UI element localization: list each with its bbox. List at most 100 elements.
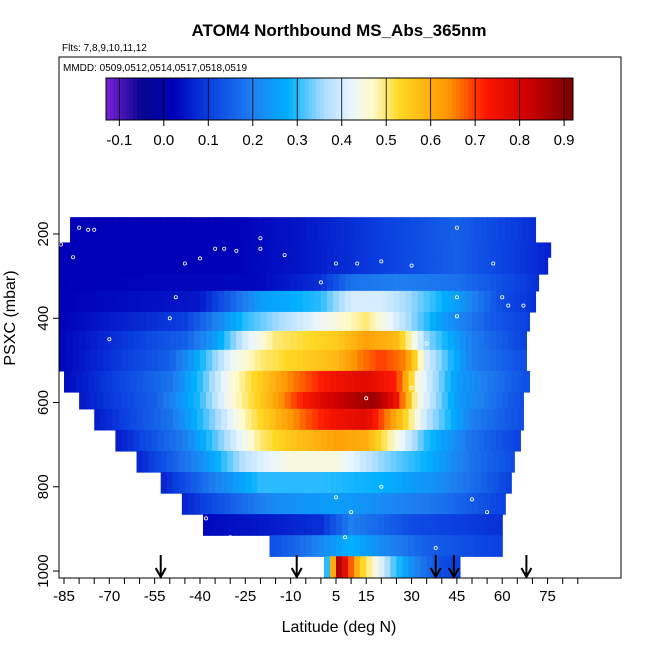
heatmap-cell	[408, 217, 416, 244]
heatmap-cell	[224, 257, 231, 275]
heatmap-cell	[411, 429, 419, 452]
heatmap-cell	[329, 556, 337, 578]
heatmap-cell	[263, 450, 271, 473]
heatmap-cell	[475, 535, 482, 557]
heatmap-cell	[278, 391, 286, 410]
heatmap-cell	[145, 242, 153, 258]
heatmap-cell	[239, 217, 246, 244]
heatmap-cell	[511, 408, 518, 431]
heatmap-cell	[317, 535, 325, 557]
heatmap-cell	[67, 330, 74, 351]
heatmap-cell	[190, 370, 198, 393]
heatmap-cell	[142, 408, 150, 431]
colorbar-cell	[106, 78, 111, 120]
heatmap-cell	[145, 311, 153, 332]
heatmap-cell	[396, 408, 404, 431]
heatmap-cell	[320, 257, 328, 275]
heatmap-cell	[79, 330, 86, 351]
colorbar-cell	[553, 78, 558, 120]
heatmap-cell	[248, 311, 255, 332]
heatmap-cell	[254, 257, 262, 275]
heatmap-cell	[414, 370, 422, 393]
heatmap-cell	[411, 242, 419, 258]
heatmap-cell	[339, 257, 346, 275]
heatmap-cell	[206, 257, 213, 275]
heatmap-cell	[396, 535, 404, 557]
heatmap-cell	[339, 274, 346, 292]
colorbar-cell	[144, 78, 150, 120]
heatmap-cell	[499, 370, 506, 393]
heatmap-cell	[254, 391, 262, 410]
heatmap-cell	[142, 450, 150, 473]
heatmap-cell	[487, 217, 494, 244]
heatmap-cell	[490, 391, 497, 410]
heatmap-cell	[230, 311, 237, 332]
heatmap-cell	[133, 330, 141, 351]
colorbar-tick-label: 0.6	[420, 132, 441, 149]
heatmap-cell	[296, 257, 304, 275]
heatmap-cell	[251, 450, 259, 473]
heatmap-cell	[320, 429, 328, 452]
colorbar-cell	[273, 78, 278, 120]
heatmap-cell	[133, 242, 141, 258]
heatmap-cell	[326, 257, 334, 275]
heatmap-cell	[91, 311, 98, 332]
heatmap-cell	[375, 257, 382, 275]
heatmap-cell	[459, 257, 467, 275]
heatmap-cell	[384, 514, 391, 536]
heatmap-cell	[269, 514, 277, 536]
heatmap-cell	[447, 274, 455, 292]
heatmap-cell	[484, 274, 491, 292]
heatmap-cell	[387, 290, 395, 313]
heatmap-cell	[181, 330, 189, 351]
heatmap-cell	[444, 370, 452, 393]
heatmap-cell	[435, 311, 443, 332]
heatmap-cell	[423, 330, 431, 351]
heatmap-cell	[287, 217, 295, 244]
heatmap-cell	[532, 274, 540, 292]
heatmap-cell	[230, 330, 237, 351]
heatmap-cell	[429, 274, 437, 292]
heatmap-cell	[435, 429, 443, 452]
heatmap-cell	[254, 274, 262, 292]
heatmap-cell	[314, 242, 322, 258]
heatmap-cell	[387, 311, 395, 332]
heatmap-cell	[363, 391, 370, 410]
heatmap-cell	[121, 290, 129, 313]
heatmap-cell	[242, 290, 249, 313]
heatmap-cell	[151, 257, 159, 275]
heatmap-cell	[459, 349, 467, 372]
heatmap-cell	[85, 242, 92, 258]
heatmap-cell	[459, 330, 467, 351]
heatmap-cell	[348, 514, 355, 536]
heatmap-cell	[91, 257, 98, 275]
heatmap-cell	[505, 450, 512, 473]
colorbar-tick-label: 0.9	[554, 132, 575, 149]
heatmap-cell	[423, 257, 431, 275]
heatmap-cell	[190, 217, 198, 244]
heatmap-cell	[133, 391, 141, 410]
heatmap-cell	[85, 391, 92, 410]
heatmap-cell	[478, 242, 485, 258]
flight-marker	[454, 295, 459, 300]
heatmap-cell	[360, 408, 367, 431]
heatmap-cell	[272, 429, 280, 452]
heatmap-cell	[302, 429, 310, 452]
heatmap-cell	[172, 450, 180, 473]
heatmap-cell	[163, 242, 171, 258]
heatmap-cell	[393, 274, 401, 292]
heatmap-cell	[148, 450, 156, 473]
heatmap-cell	[224, 242, 231, 258]
heatmap-cell	[399, 274, 407, 292]
heatmap-cell	[290, 429, 298, 452]
heatmap-cell	[508, 330, 515, 351]
heatmap-cell	[200, 349, 207, 372]
heatmap-cell	[236, 274, 243, 292]
heatmap-cell	[233, 450, 240, 473]
heatmap-cell	[190, 472, 198, 494]
heatmap-cell	[450, 370, 458, 393]
heatmap-cell	[493, 370, 500, 393]
heatmap-cell	[336, 370, 343, 393]
heatmap-cell	[242, 257, 249, 275]
heatmap-cell	[233, 514, 240, 536]
